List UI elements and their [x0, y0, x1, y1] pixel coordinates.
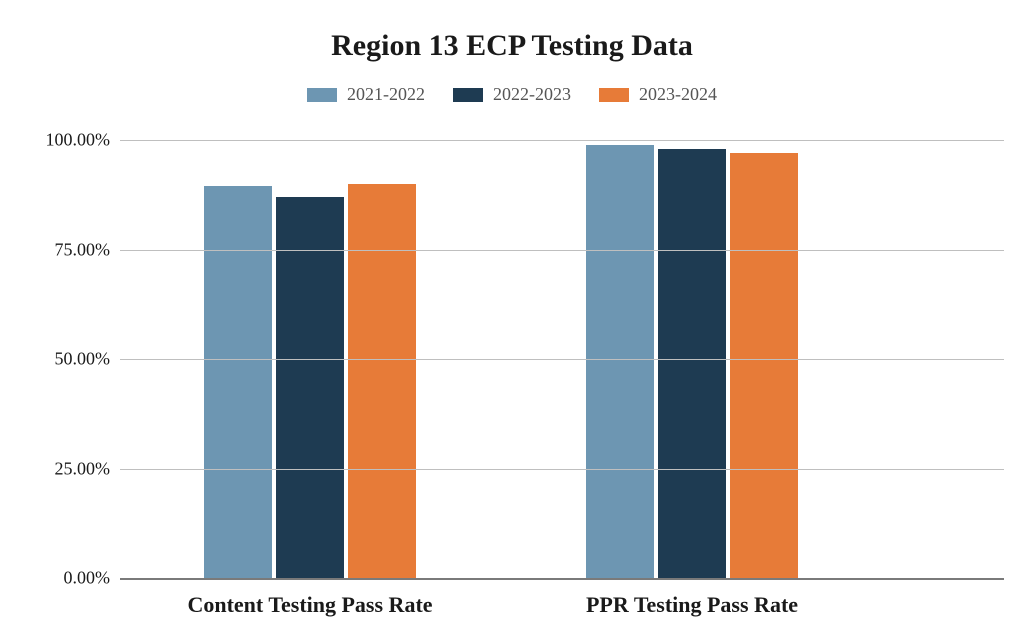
legend-label-1: 2022-2023 [493, 84, 571, 105]
x-tick-label: PPR Testing Pass Rate [586, 592, 798, 618]
legend-item-0: 2021-2022 [307, 84, 425, 105]
y-tick-label: 100.00% [46, 130, 121, 151]
bar [658, 149, 726, 578]
plot-area: Content Testing Pass RatePPR Testing Pas… [120, 130, 1004, 578]
bar-chart: Region 13 ECP Testing Data 2021-2022 202… [0, 0, 1024, 638]
bar [730, 153, 798, 578]
legend-swatch-1 [453, 88, 483, 102]
gridline [120, 250, 1004, 251]
legend-item-2: 2023-2024 [599, 84, 717, 105]
y-tick-label: 25.00% [55, 458, 121, 479]
gridline [120, 469, 1004, 470]
legend: 2021-2022 2022-2023 2023-2024 [0, 84, 1024, 105]
legend-swatch-0 [307, 88, 337, 102]
legend-label-0: 2021-2022 [347, 84, 425, 105]
legend-item-1: 2022-2023 [453, 84, 571, 105]
y-tick-label: 50.00% [55, 349, 121, 370]
y-tick-label: 0.00% [64, 568, 121, 589]
bar [204, 186, 272, 578]
gridline [120, 359, 1004, 360]
y-tick-label: 75.00% [55, 239, 121, 260]
gridline [120, 140, 1004, 141]
chart-title: Region 13 ECP Testing Data [0, 28, 1024, 64]
x-tick-label: Content Testing Pass Rate [187, 592, 432, 618]
bar [348, 184, 416, 578]
bar [276, 197, 344, 578]
bar [586, 145, 654, 578]
bars-layer [120, 130, 1004, 578]
legend-swatch-2 [599, 88, 629, 102]
legend-label-2: 2023-2024 [639, 84, 717, 105]
x-axis-baseline [120, 578, 1004, 580]
